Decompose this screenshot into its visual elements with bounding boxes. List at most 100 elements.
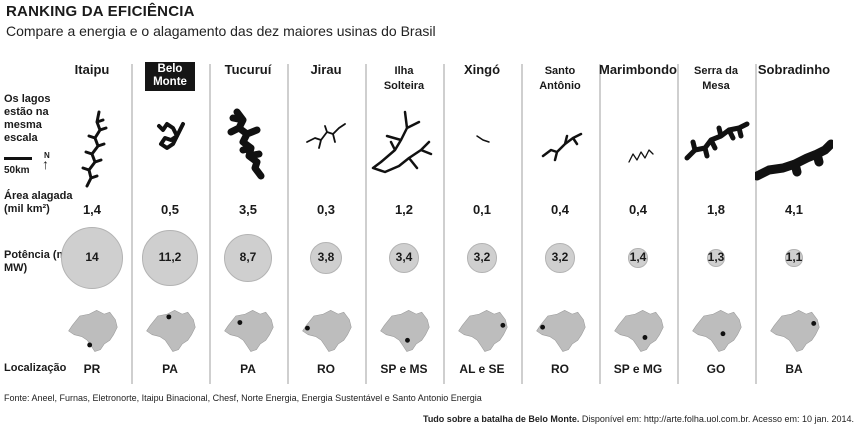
- power-bubble-area: [521, 225, 599, 291]
- column-divider: [755, 64, 757, 384]
- power-bubble-area: [365, 225, 443, 291]
- row-label-power: Potência (mil MW): [4, 249, 73, 274]
- plant-name: Itaipu: [74, 62, 110, 77]
- lake-outline: [306, 123, 346, 149]
- power-bubble: [628, 248, 648, 268]
- lake-shape: [157, 122, 185, 150]
- lake-shape: [755, 139, 833, 181]
- column-divider: [677, 64, 679, 384]
- area-value: 0,5: [160, 202, 180, 217]
- plant-location-dot: [642, 335, 648, 340]
- scale-legend: 50km N ↑: [4, 151, 60, 177]
- power-bubble-area: [677, 225, 755, 291]
- plant-column-belo-monte: Belo Monte 0,5 11,2 PA: [131, 62, 209, 382]
- plant-column-ilha-solteira: Ilha Solteira 1,2 3,4 SP e MS: [365, 62, 443, 382]
- lake-outline: [81, 110, 108, 188]
- location-value: PR: [83, 362, 101, 376]
- source-note: Fonte: Aneel, Furnas, Eletronorte, Itaip…: [4, 393, 482, 403]
- power-value: 3,2: [473, 250, 491, 264]
- plant-location-dot: [540, 324, 546, 330]
- power-bubble: [223, 233, 273, 283]
- location-value: BA: [785, 362, 803, 376]
- location-value: PA: [162, 362, 178, 376]
- power-bubble: [785, 249, 803, 267]
- lake-shape: [227, 108, 265, 180]
- area-value: 4,1: [784, 202, 804, 217]
- plant-column-xingo: Xingó 0,1 3,2 AL e SE: [443, 62, 521, 382]
- location-value: AL e SE: [459, 362, 505, 376]
- area-value: 1,4: [82, 202, 102, 217]
- location-value: RO: [317, 362, 335, 376]
- plant-name: Marimbondo: [599, 62, 677, 77]
- lake-outline: [476, 135, 490, 143]
- brazil-outline: [614, 310, 664, 352]
- column-divider: [209, 64, 211, 384]
- lake-shape: [476, 135, 490, 143]
- brazil-outline: [146, 310, 196, 352]
- power-bubble-area: [599, 225, 677, 291]
- plant-location-dot: [237, 320, 243, 325]
- brazil-map-icon: [692, 310, 742, 352]
- lake-outline: [371, 110, 433, 174]
- brazil-outline: [770, 310, 820, 352]
- lake-shape: [306, 123, 346, 149]
- citation: Tudo sobre a batalha de Belo Monte. Disp…: [423, 414, 854, 424]
- brazil-outline: [380, 310, 430, 352]
- brazil-map-icon: [614, 310, 664, 352]
- power-bubble-area: [287, 225, 365, 291]
- citation-rest: Disponível em: http://arte.folha.uol.com…: [579, 414, 854, 424]
- location-value: PA: [240, 362, 256, 376]
- power-bubble: [545, 243, 575, 273]
- power-bubble-area: [443, 225, 521, 291]
- power-value: 14: [85, 250, 99, 264]
- brazil-map-icon: [770, 310, 820, 352]
- area-value: 1,8: [706, 202, 726, 217]
- power-bubble-area: [209, 225, 287, 291]
- lake-shape: [628, 149, 654, 163]
- plant-column-itaipu: Itaipu 1,4 14 PR: [53, 62, 131, 382]
- power-value: 11,2: [158, 250, 182, 264]
- plant-column-tucurui: Tucuruí 3,5 8,7 PA: [209, 62, 287, 382]
- area-value: 0,4: [550, 202, 570, 217]
- plant-column-santo-antonio: Santo Antônio 0,4 3,2 RO: [521, 62, 599, 382]
- location-value: RO: [551, 362, 569, 376]
- power-bubble-area: [131, 225, 209, 291]
- column-divider: [365, 64, 367, 384]
- plant-column-serra-da-mesa: Serra da Mesa 1,8 1,3 GO: [677, 62, 755, 382]
- brazil-outline: [224, 310, 274, 352]
- brazil-map-icon: [302, 310, 352, 352]
- area-value: 3,5: [238, 202, 258, 217]
- power-value: 1,3: [707, 250, 725, 264]
- plant-column-jirau: Jirau 0,3 3,8 RO: [287, 62, 365, 382]
- location-value: SP e MS: [380, 362, 428, 376]
- citation-title: Tudo sobre a batalha de Belo Monte.: [422, 414, 580, 424]
- plant-name: Tucuruí: [224, 62, 272, 77]
- power-bubble: [142, 230, 198, 286]
- power-value: 1,1: [785, 250, 803, 264]
- column-divider: [521, 64, 523, 384]
- location-value: GO: [706, 362, 726, 376]
- column-divider: [599, 64, 601, 384]
- lake-shape: [541, 132, 583, 162]
- chart-title: RANKING DA EFICIÊNCIA: [6, 3, 195, 20]
- area-value: 0,3: [316, 202, 336, 217]
- plant-name: Belo Monte: [145, 62, 195, 91]
- location-value: SP e MG: [613, 362, 663, 376]
- plant-column-sobradinho: Sobradinho 4,1 1,1 BA: [755, 62, 833, 382]
- plant-name: Xingó: [463, 62, 501, 77]
- plant-column-marimbondo: Marimbondo 0,4 1,4 SP e MG: [599, 62, 677, 382]
- power-value: 8,7: [239, 250, 257, 264]
- lake-shape: [371, 110, 433, 174]
- area-value: 0,1: [472, 202, 492, 217]
- north-arrow-icon: ↑: [42, 156, 49, 172]
- plant-location-dot: [405, 337, 410, 343]
- lake-outline: [227, 108, 265, 180]
- plant-name: Sobradinho: [757, 62, 831, 77]
- scale-bar: [4, 157, 32, 160]
- plant-name: Ilha Solteira: [383, 65, 425, 92]
- lake-shape: [81, 110, 108, 188]
- plant-location-dot: [811, 321, 817, 326]
- brazil-map-icon: [224, 310, 274, 352]
- power-bubble: [388, 242, 420, 274]
- area-value: 1,2: [394, 202, 414, 217]
